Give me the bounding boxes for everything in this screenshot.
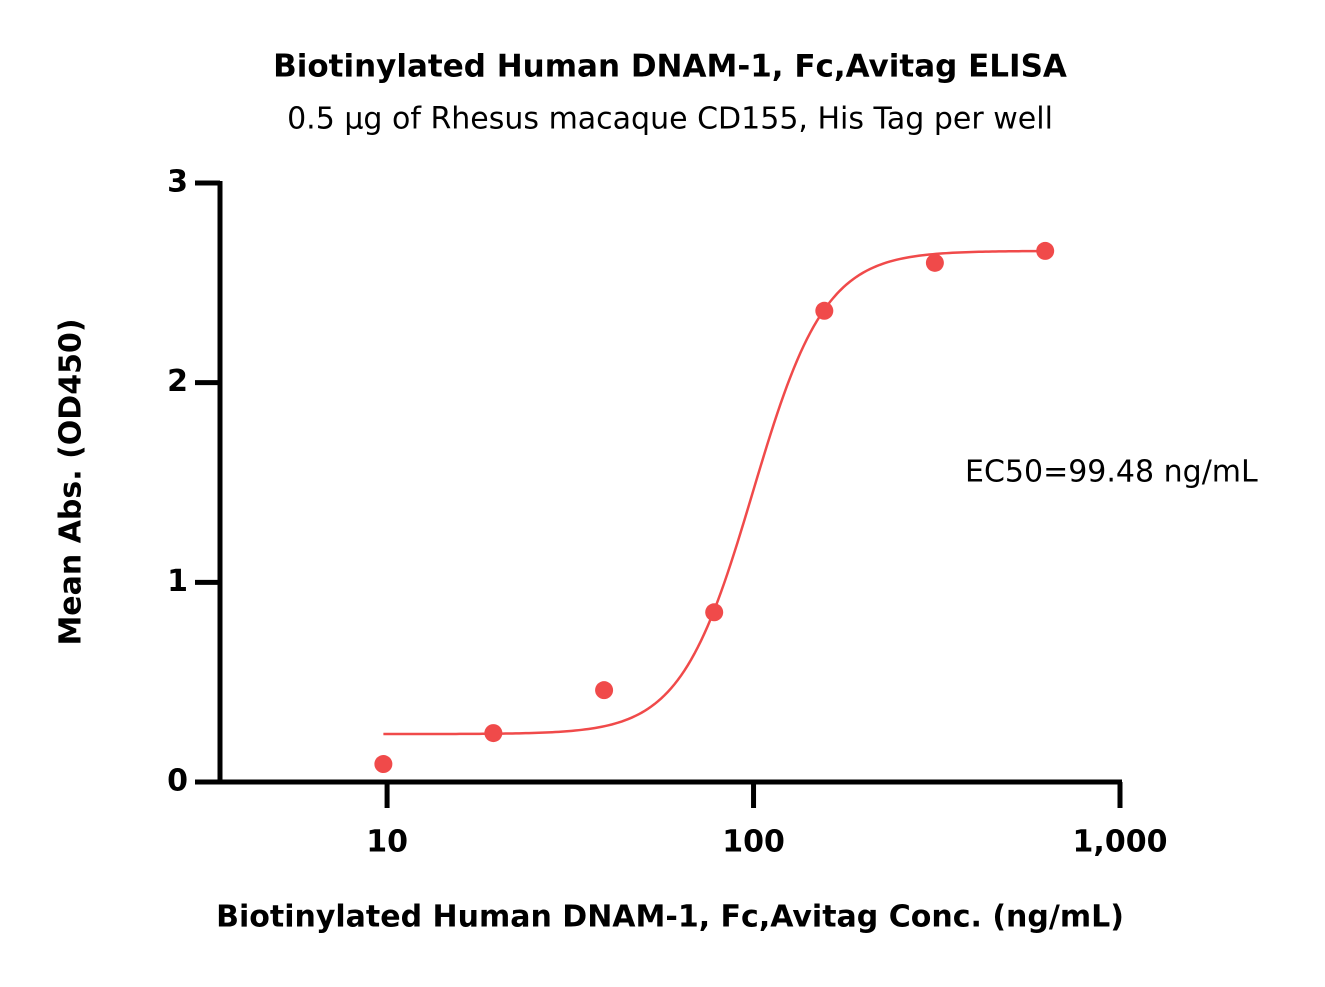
data-point (374, 755, 393, 774)
chart-subtitle: 0.5 µg of Rhesus macaque CD155, His Tag … (287, 102, 1053, 137)
y-tick-label: 2 (167, 364, 188, 399)
x-tick-label: 1,000 (1073, 825, 1168, 860)
y-tick-label: 1 (167, 564, 188, 599)
x-tick-label: 10 (366, 825, 408, 860)
chart-title: Biotinylated Human DNAM-1, Fc,Avitag ELI… (273, 49, 1067, 85)
fit-curve (383, 249, 1046, 736)
data-point (925, 253, 944, 272)
annotation: EC50=99.48 ng/mL (965, 455, 1258, 490)
x-axis-label: Biotinylated Human DNAM-1, Fc,Avitag Con… (216, 900, 1124, 935)
data-point (815, 301, 834, 320)
y-tick-label: 3 (167, 165, 188, 200)
y-tick-label: 0 (167, 764, 188, 799)
data-point (484, 724, 503, 743)
data-point (595, 681, 614, 700)
y-axis-label: Mean Abs. (OD450) (54, 318, 89, 645)
data-point (1036, 241, 1055, 260)
x-tick-label: 100 (722, 825, 785, 860)
data-point (705, 603, 724, 622)
